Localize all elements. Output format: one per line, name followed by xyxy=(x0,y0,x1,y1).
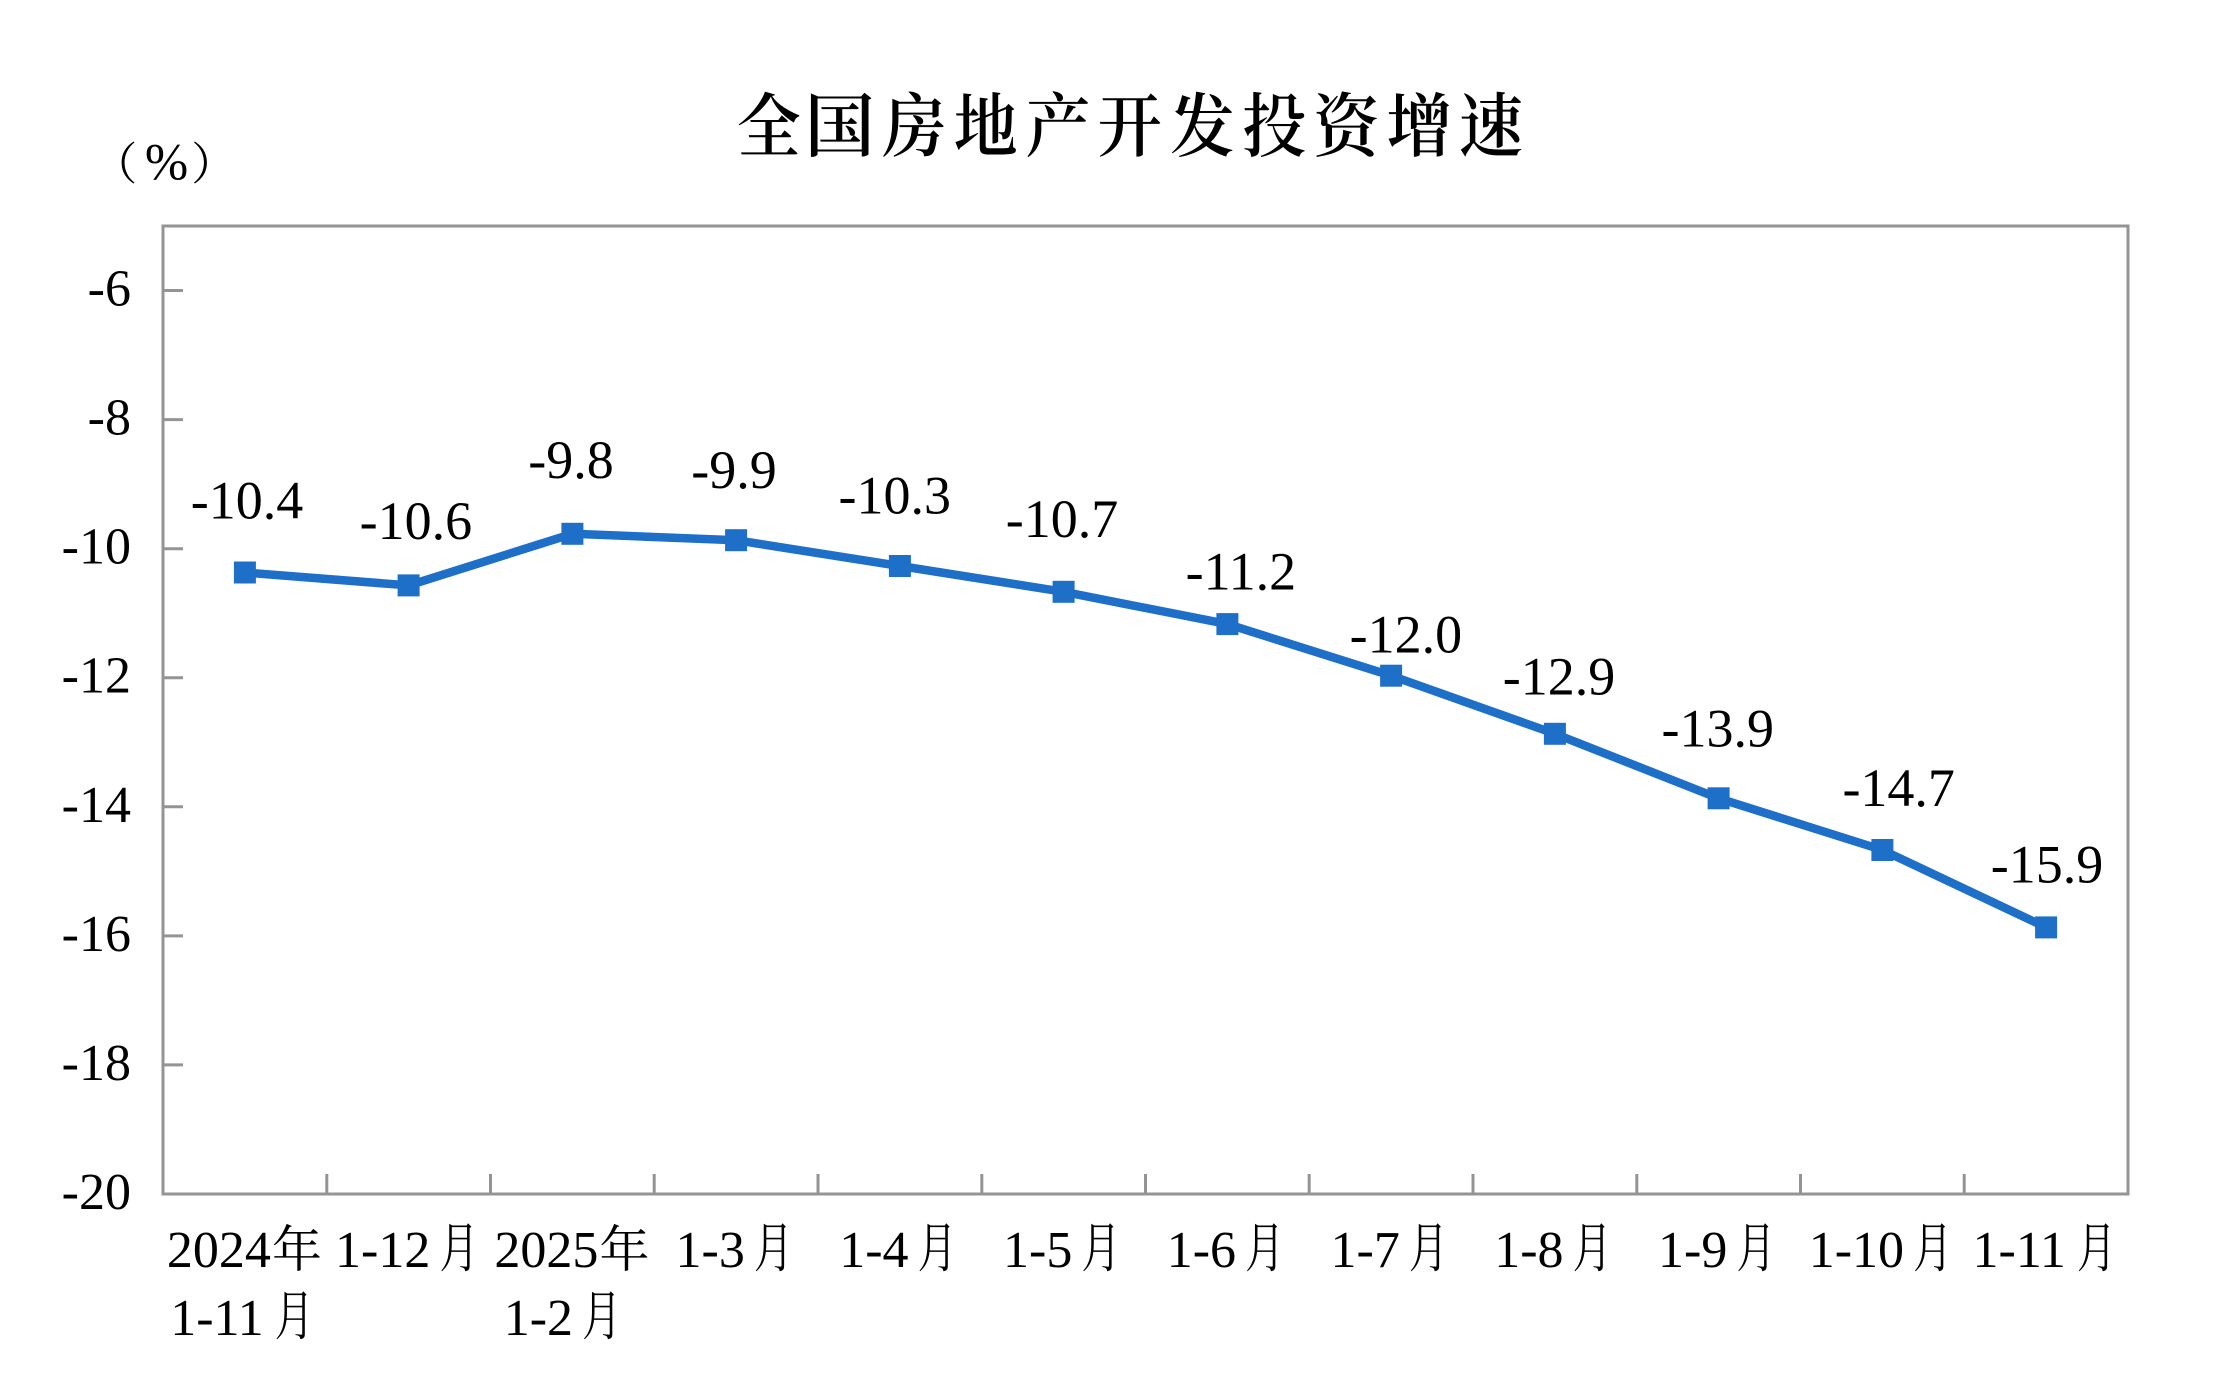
svg-text:-13.9: -13.9 xyxy=(1662,699,1774,759)
svg-text:-14.7: -14.7 xyxy=(1842,758,1954,818)
svg-text:-9.8: -9.8 xyxy=(528,430,613,490)
svg-text:1-4: 1-4 xyxy=(839,1222,908,1279)
svg-text:1-11: 1-11 xyxy=(170,1290,263,1347)
svg-text:-11.2: -11.2 xyxy=(1186,542,1296,602)
svg-text:1-11: 1-11 xyxy=(1973,1222,2066,1279)
svg-text:1-7: 1-7 xyxy=(1331,1222,1400,1279)
svg-text:1-3: 1-3 xyxy=(676,1222,745,1279)
svg-text:-10: -10 xyxy=(62,519,131,576)
svg-text:-10.7: -10.7 xyxy=(1006,489,1118,549)
svg-text:1-9: 1-9 xyxy=(1658,1222,1727,1279)
svg-text:1-6: 1-6 xyxy=(1167,1222,1236,1279)
svg-text:-8: -8 xyxy=(88,390,131,447)
svg-text:-10.3: -10.3 xyxy=(839,466,951,526)
svg-text:-12: -12 xyxy=(62,648,131,705)
svg-text:-6: -6 xyxy=(88,261,131,318)
svg-text:1-2: 1-2 xyxy=(504,1290,573,1347)
svg-text:1-10: 1-10 xyxy=(1809,1222,1904,1279)
svg-text:-10.6: -10.6 xyxy=(360,491,472,551)
svg-text:-9.9: -9.9 xyxy=(691,440,776,500)
svg-text:-20: -20 xyxy=(62,1164,131,1221)
svg-text:1-8: 1-8 xyxy=(1494,1222,1563,1279)
svg-text:-18: -18 xyxy=(62,1035,131,1092)
svg-text:1-5: 1-5 xyxy=(1003,1222,1072,1279)
svg-text:2024: 2024 xyxy=(167,1222,271,1279)
svg-text:2025: 2025 xyxy=(494,1222,598,1279)
svg-text:-14: -14 xyxy=(62,777,131,834)
svg-text:1-12: 1-12 xyxy=(335,1222,430,1279)
svg-text:-16: -16 xyxy=(62,906,131,963)
svg-text:%: % xyxy=(145,135,188,192)
svg-text:-10.4: -10.4 xyxy=(191,471,303,531)
svg-text:-12.0: -12.0 xyxy=(1350,605,1462,665)
svg-text:-12.9: -12.9 xyxy=(1503,646,1615,706)
svg-text:-15.9: -15.9 xyxy=(1991,835,2103,895)
